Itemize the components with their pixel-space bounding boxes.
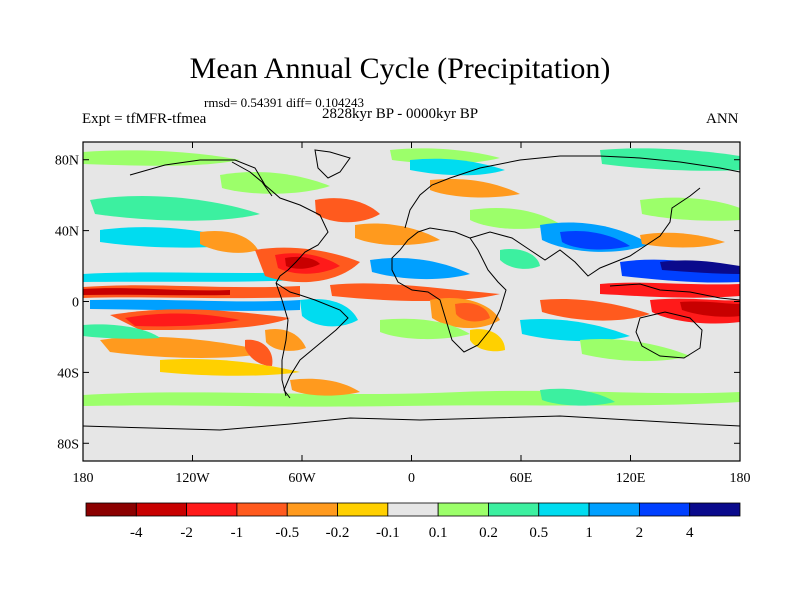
- chart-title: Mean Annual Cycle (Precipitation): [189, 52, 611, 85]
- coastlines: [83, 149, 740, 431]
- colorbar-swatch: [135, 502, 188, 517]
- lat-tick-label: 40S: [57, 366, 79, 381]
- north-america-coast: [129, 159, 329, 284]
- colorbar-swatch: [186, 502, 238, 517]
- anomaly-patch: [90, 195, 260, 221]
- season-label: ANN: [706, 111, 739, 127]
- colorbar-swatch: [286, 502, 338, 517]
- africa-coast: [391, 227, 507, 353]
- anomaly-patch: [660, 260, 740, 274]
- colorbar-label: -0.5: [275, 525, 299, 541]
- anomaly-patch: [83, 324, 160, 339]
- colorbar-label: 0.5: [529, 525, 548, 541]
- hudson-bay-coast: [231, 161, 273, 197]
- colorbar-swatch: [236, 502, 288, 517]
- anomaly-patch: [470, 329, 505, 352]
- colorbar-label: 1: [585, 525, 593, 541]
- anomaly-patch: [500, 248, 540, 269]
- colorbar-label: -0.1: [376, 525, 400, 541]
- anomaly-patch: [125, 313, 240, 327]
- anomaly-patch: [580, 338, 690, 362]
- anomaly-patch: [83, 150, 240, 166]
- colorbar-swatch: [337, 502, 389, 517]
- colorbar-label: -1: [231, 525, 244, 541]
- colorbar-swatch: [538, 502, 590, 517]
- anomaly-patch: [540, 388, 615, 406]
- anomaly-field: [83, 148, 740, 407]
- longitude-axis: 180 120W 60W 0 60E 120E 180: [73, 142, 751, 486]
- colorbar-label: 4: [686, 525, 694, 541]
- statistics-text: rmsd= 0.54391 diff= 0.104243: [204, 95, 364, 110]
- anomaly-patch: [100, 336, 270, 358]
- latitude-axis: 80N 40N 0 40S 80S: [55, 154, 740, 452]
- anomaly-patch: [315, 198, 380, 223]
- anomaly-patch: [430, 178, 520, 198]
- anomaly-patch: [380, 318, 470, 340]
- colorbar-swatch: [638, 502, 691, 517]
- antarctica-coast: [83, 415, 740, 431]
- anomaly-patch: [83, 272, 300, 282]
- anomaly-patch: [330, 283, 500, 301]
- colorbar-label: -0.2: [326, 525, 350, 541]
- anomaly-patch: [83, 288, 230, 296]
- colorbar-label: 0.1: [429, 525, 448, 541]
- anomaly-patch: [300, 298, 358, 327]
- anomaly-patch: [680, 301, 740, 317]
- australia-coast: [635, 311, 703, 359]
- colorbar-label: 0.2: [479, 525, 498, 541]
- eurasia-south-coast: [469, 187, 701, 277]
- maritime-continent-coast: [609, 283, 740, 301]
- colorbar-swatch: [437, 502, 489, 517]
- colorbar-label: 2: [636, 525, 644, 541]
- eurasia-north-coast: [404, 155, 740, 229]
- period-label: 2828kyr BP - 0000kyr BP: [322, 106, 479, 122]
- anomaly-patch: [640, 197, 740, 221]
- colorbar-swatch: [85, 502, 137, 517]
- lon-tick-label: 0: [408, 471, 415, 486]
- lat-tick-label: 40N: [55, 225, 79, 240]
- anomaly-patch: [160, 359, 300, 376]
- anomaly-patch: [370, 257, 470, 280]
- anomaly-patch: [560, 230, 630, 250]
- anomaly-patch: [290, 378, 360, 396]
- colorbar-swatch: [488, 502, 540, 517]
- lon-tick-label: 60W: [288, 471, 316, 486]
- lon-tick-label: 180: [73, 471, 94, 486]
- greenland-coast: [314, 149, 351, 179]
- anomaly-patch: [245, 339, 273, 366]
- south-america-west-coast: [275, 282, 289, 397]
- colorbar-label: -4: [130, 525, 143, 541]
- lon-tick-label: 60E: [510, 471, 533, 486]
- anomaly-patch: [220, 172, 330, 194]
- lon-tick-label: 120E: [616, 471, 646, 486]
- colorbar-swatch: [689, 502, 741, 517]
- colorbar-swatch: [387, 502, 439, 517]
- lat-tick-label: 80S: [57, 437, 79, 452]
- anomaly-patch: [455, 302, 490, 322]
- colorbar: -4 -2 -1 -0.5 -0.2 -0.1 0.1 0.2 0.5 1 2 4: [85, 502, 741, 541]
- anomaly-patch: [265, 328, 306, 351]
- anomaly-patch: [600, 282, 740, 298]
- lon-tick-label: 180: [730, 471, 751, 486]
- anomaly-patch: [410, 158, 505, 176]
- anomaly-patch: [540, 298, 650, 321]
- lon-tick-label: 120W: [175, 471, 210, 486]
- anomaly-patch: [640, 232, 725, 248]
- anomaly-patch: [600, 148, 740, 171]
- anomaly-patch: [90, 299, 300, 311]
- anomaly-patch: [470, 207, 560, 229]
- south-america-east-coast: [275, 282, 349, 399]
- colorbar-label: -2: [180, 525, 193, 541]
- anomaly-patch: [355, 223, 440, 246]
- lat-tick-label: 80N: [55, 154, 79, 169]
- colorbar-swatch: [588, 502, 640, 517]
- experiment-label: Expt = tfMFR-tfmea: [82, 111, 207, 127]
- anomaly-patch: [285, 256, 320, 269]
- lat-tick-label: 0: [72, 296, 79, 311]
- anomaly-patch: [200, 230, 258, 253]
- anomaly-patch: [520, 318, 630, 342]
